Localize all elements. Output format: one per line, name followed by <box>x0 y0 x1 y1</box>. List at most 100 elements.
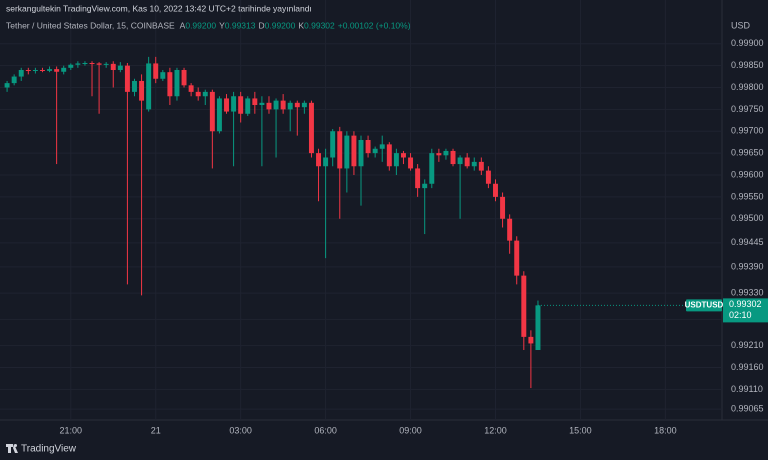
price-tag-value: 0.99302 <box>729 299 762 309</box>
candles <box>4 56 722 389</box>
candle-body <box>68 64 74 68</box>
candle-body <box>259 102 265 105</box>
candle-body <box>337 131 343 169</box>
candle-body <box>521 275 527 337</box>
candle-body <box>485 170 491 184</box>
x-tick-label: 06:00 <box>314 425 337 435</box>
x-tick-label: 12:00 <box>484 425 507 435</box>
ohlc-key: A <box>180 20 186 30</box>
candle-body <box>146 63 152 110</box>
candle-body <box>308 102 314 154</box>
y-tick-label: 0.99500 <box>731 213 764 223</box>
candle-body <box>507 218 513 241</box>
candle-body <box>471 161 477 167</box>
candle-body <box>280 100 286 110</box>
symbol-tag-label: USDTUSD <box>685 300 724 309</box>
candle-body <box>238 96 244 114</box>
candle-body <box>372 148 378 154</box>
candle-body <box>82 63 88 64</box>
currency: USD <box>731 20 751 30</box>
candle-body <box>415 168 421 189</box>
candle-body <box>464 157 470 167</box>
price-tag <box>723 298 768 323</box>
candle-body <box>478 161 484 171</box>
y-tick-label: 0.99550 <box>731 191 764 201</box>
candle-body <box>493 183 498 197</box>
candle-body <box>11 76 17 84</box>
candle-body <box>330 131 336 158</box>
candle-body <box>153 63 159 79</box>
y-tick-label: 0.99210 <box>731 340 764 350</box>
candle-body <box>216 98 222 132</box>
countdown: 02:10 <box>729 310 752 320</box>
candle-body <box>365 140 371 154</box>
candle-body <box>174 70 180 97</box>
candle-body <box>393 153 399 167</box>
candle-body <box>75 63 81 65</box>
candle-body <box>287 102 293 110</box>
candle-body <box>316 153 322 167</box>
ohlc-value: 0.99200 <box>265 20 296 30</box>
x-tick-label: 21 <box>151 425 161 435</box>
ohlc-value: 0.99200 <box>185 20 216 30</box>
candle-body <box>18 70 24 77</box>
y-tick-label: 0.99650 <box>731 148 764 158</box>
candle-body <box>245 98 251 114</box>
candle-body <box>422 183 428 189</box>
candle-body <box>4 83 10 88</box>
candle-body <box>124 65 130 92</box>
candle-body <box>301 102 307 108</box>
candle-body <box>294 102 300 108</box>
symbol-title: Tether / United States Dollar, 15, COINB… <box>6 20 175 30</box>
y-tick-label: 0.99110 <box>731 384 763 394</box>
x-tick-label: 03:00 <box>229 425 252 435</box>
candle-body <box>528 336 534 344</box>
candle-body <box>457 157 463 165</box>
y-tick-label: 0.99445 <box>731 237 764 247</box>
candle-body <box>500 196 506 219</box>
change: +0.00102 (+0.10%) <box>338 20 411 30</box>
y-tick-label: 0.99330 <box>731 288 764 298</box>
candle-body <box>96 63 102 65</box>
footer: TradingView <box>6 444 77 455</box>
x-tick-label: 09:00 <box>399 425 422 435</box>
candle-body <box>103 63 109 65</box>
y-tick-label: 0.99800 <box>731 82 764 92</box>
candle-body <box>89 63 95 64</box>
candle-body <box>202 91 208 97</box>
y-tick-label: 0.99160 <box>731 362 764 372</box>
candle-body <box>188 85 194 92</box>
y-tick-label: 0.99900 <box>731 38 764 48</box>
y-tick-label: 0.99850 <box>731 60 764 70</box>
candle-body <box>209 91 215 132</box>
candle-body <box>358 140 364 167</box>
candle-body <box>181 70 187 86</box>
symbol-tag <box>686 299 722 312</box>
candle-body <box>231 96 237 112</box>
y-tick-label: 0.99750 <box>731 104 764 114</box>
candle-body <box>139 80 145 101</box>
candle-body <box>436 153 442 156</box>
ohlc-key: D <box>258 20 264 30</box>
ohlc-value: 0.99313 <box>225 20 256 30</box>
candle-body <box>252 98 258 105</box>
candle-body <box>273 100 279 110</box>
candle-body <box>25 70 31 71</box>
candle-body <box>344 135 350 169</box>
ohlc-value: 0.99302 <box>304 20 335 30</box>
candle-body <box>535 305 541 350</box>
y-tick-label: 0.99065 <box>731 403 764 413</box>
candle-body <box>379 144 385 149</box>
candle-body <box>450 150 456 165</box>
candle-body <box>429 153 435 184</box>
ohlc-key: K <box>298 20 304 30</box>
brand: TradingView <box>21 444 77 455</box>
candle-body <box>32 70 38 71</box>
y-tick-label: 0.99600 <box>731 169 764 179</box>
candle-body <box>351 135 357 167</box>
candle-body <box>167 72 173 97</box>
x-tick-label: 15:00 <box>569 425 592 435</box>
candle-body <box>400 153 406 158</box>
candle-body <box>54 69 60 72</box>
